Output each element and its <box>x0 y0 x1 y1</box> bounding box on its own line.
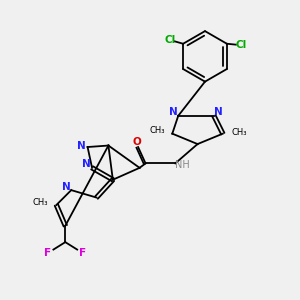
Text: F: F <box>79 248 86 257</box>
Text: CH₃: CH₃ <box>150 126 165 135</box>
Text: CH₃: CH₃ <box>231 128 247 137</box>
Text: N: N <box>169 107 178 117</box>
Text: CH₃: CH₃ <box>32 197 48 206</box>
Text: N: N <box>214 107 223 117</box>
Text: N: N <box>61 182 70 192</box>
Text: Cl: Cl <box>236 40 247 50</box>
Text: F: F <box>44 248 52 257</box>
Text: N: N <box>77 140 85 151</box>
Text: N: N <box>82 159 91 169</box>
Text: O: O <box>132 137 141 147</box>
Text: Cl: Cl <box>164 35 176 45</box>
Text: NH: NH <box>175 160 190 170</box>
